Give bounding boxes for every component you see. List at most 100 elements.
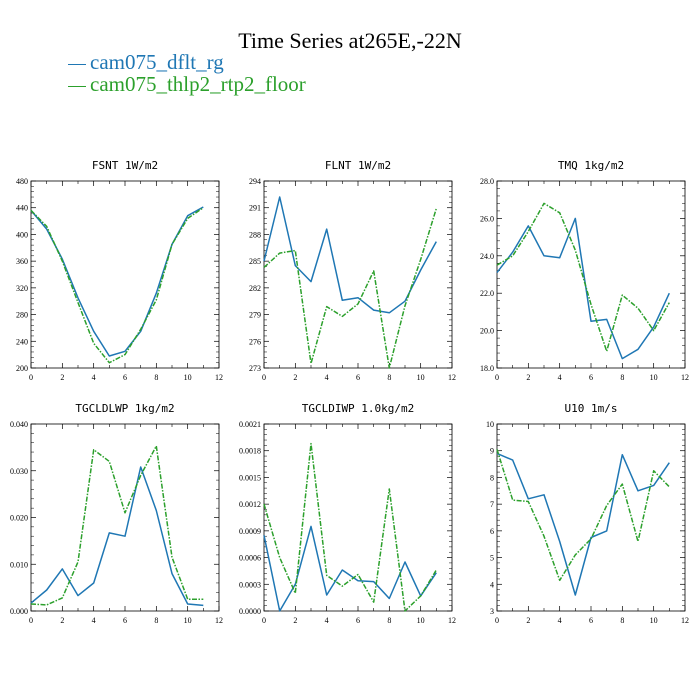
x-tick-label: 10 (184, 616, 192, 625)
x-tick-label: 8 (387, 616, 391, 625)
x-tick-label: 8 (620, 616, 624, 625)
y-tick-label: 282 (249, 284, 261, 293)
x-tick-label: 6 (589, 616, 593, 625)
legend-item-thlp2: cam075_thlp2_rtp2_floor (68, 72, 306, 96)
x-tick-label: 8 (387, 373, 391, 382)
chart-panel: FSNT 1W/m2 0 2 4 6 8 10 12 200 240 280 320 360 400 440… (16, 159, 223, 382)
x-tick-label: 2 (60, 616, 64, 625)
y-tick-label: 0.020 (10, 514, 28, 523)
x-tick-label: 6 (123, 616, 127, 625)
x-tick-label: 12 (681, 616, 689, 625)
series-line-thlp2 (263, 208, 438, 369)
x-tick-label: 6 (356, 373, 360, 382)
legend-swatch (68, 85, 86, 87)
x-tick-label: 2 (293, 373, 297, 382)
series-line-thlp2 (496, 202, 670, 352)
x-tick-label: 2 (526, 616, 530, 625)
x-tick-label: 12 (448, 373, 456, 382)
x-tick-label: 8 (620, 373, 624, 382)
plot-frame (30, 180, 220, 369)
x-tick-label: 10 (417, 373, 425, 382)
series-line-dflt (263, 525, 437, 612)
panel-title: U10 1m/s (565, 402, 618, 415)
x-tick-label: 0 (29, 373, 33, 382)
x-tick-label: 4 (92, 616, 96, 625)
y-tick-label: 0.000 (10, 607, 28, 616)
x-tick-label: 6 (123, 373, 127, 382)
x-tick-label: 0 (262, 616, 266, 625)
x-tick-label: 4 (558, 373, 562, 382)
legend-swatch (68, 63, 86, 65)
panel-title: FLNT 1W/m2 (325, 159, 391, 172)
x-tick-label: 12 (681, 373, 689, 382)
y-tick-label: 294 (249, 177, 261, 186)
y-tick-label: 5 (490, 554, 494, 563)
y-tick-label: 240 (16, 337, 28, 346)
chart-panel: U10 1m/s 0 2 4 6 8 10 12 3 4 5 6 7 8 9 10 (486, 402, 689, 625)
x-tick-label: 12 (215, 616, 223, 625)
panel-title: FSNT 1W/m2 (92, 159, 158, 172)
y-tick-label: 0.010 (10, 560, 28, 569)
y-tick-label: 285 (249, 257, 261, 266)
series-line-thlp2 (30, 445, 204, 606)
x-tick-label: 6 (356, 616, 360, 625)
x-tick-label: 4 (325, 616, 329, 625)
chart-panel: TMQ 1kg/m2 0 2 4 6 8 10 12 18.0 20.0 22.0 24.0 26.0 2… (480, 159, 689, 382)
y-tick-label: 0.0003 (239, 580, 261, 589)
y-tick-label: 273 (249, 364, 261, 373)
y-tick-label: 280 (16, 311, 28, 320)
y-tick-label: 0.030 (10, 467, 28, 476)
x-tick-label: 8 (154, 373, 158, 382)
y-tick-label: 28.0 (480, 177, 494, 186)
y-tick-label: 6 (490, 527, 494, 536)
y-tick-label: 0.0021 (239, 420, 261, 429)
plot-frame (263, 180, 453, 369)
x-tick-label: 10 (650, 616, 658, 625)
series-line-dflt (30, 466, 204, 607)
y-tick-label: 22.0 (480, 289, 494, 298)
y-tick-label: 3 (490, 607, 494, 616)
x-tick-label: 12 (215, 373, 223, 382)
chart-panel: FLNT 1W/m2 0 2 4 6 8 10 12 273 276 279 282 285 288 291… (249, 159, 456, 382)
x-tick-label: 4 (325, 373, 329, 382)
y-tick-label: 9 (490, 447, 494, 456)
y-tick-label: 276 (249, 337, 261, 346)
y-tick-label: 26.0 (480, 214, 494, 223)
x-tick-label: 4 (558, 616, 562, 625)
series-line-dflt (496, 217, 670, 360)
y-tick-label: 4 (490, 580, 494, 589)
y-tick-label: 200 (16, 364, 28, 373)
y-tick-label: 0.0018 (239, 447, 261, 456)
x-tick-label: 2 (60, 373, 64, 382)
y-tick-label: 8 (490, 473, 494, 482)
x-tick-label: 0 (29, 616, 33, 625)
plot-frame (30, 423, 220, 612)
y-tick-label: 0.040 (10, 420, 28, 429)
y-tick-label: 10 (486, 420, 494, 429)
x-tick-label: 10 (417, 616, 425, 625)
x-tick-label: 10 (650, 373, 658, 382)
series-line-dflt (30, 206, 204, 357)
x-tick-label: 0 (262, 373, 266, 382)
x-tick-label: 0 (495, 616, 499, 625)
x-tick-label: 4 (92, 373, 96, 382)
page-title: Time Series at265E,-22N (238, 28, 462, 53)
legend-item-dflt: cam075_dflt_rg (68, 50, 224, 74)
y-tick-label: 24.0 (480, 252, 494, 261)
y-tick-label: 0.0012 (239, 500, 261, 509)
x-tick-label: 10 (184, 373, 192, 382)
y-tick-label: 0.0009 (239, 527, 261, 536)
y-tick-label: 400 (16, 230, 28, 239)
x-tick-label: 8 (154, 616, 158, 625)
y-tick-label: 7 (490, 500, 494, 509)
y-tick-label: 0.0006 (239, 554, 261, 563)
y-tick-label: 0.0000 (239, 607, 261, 616)
panel-title: TMQ 1kg/m2 (558, 159, 624, 172)
x-tick-label: 2 (526, 373, 530, 382)
x-tick-label: 6 (589, 373, 593, 382)
plot-frame (496, 423, 686, 612)
panel-title: TGCLDLWP 1kg/m2 (75, 402, 174, 415)
series-line-thlp2 (496, 449, 670, 582)
y-tick-label: 440 (16, 204, 28, 213)
